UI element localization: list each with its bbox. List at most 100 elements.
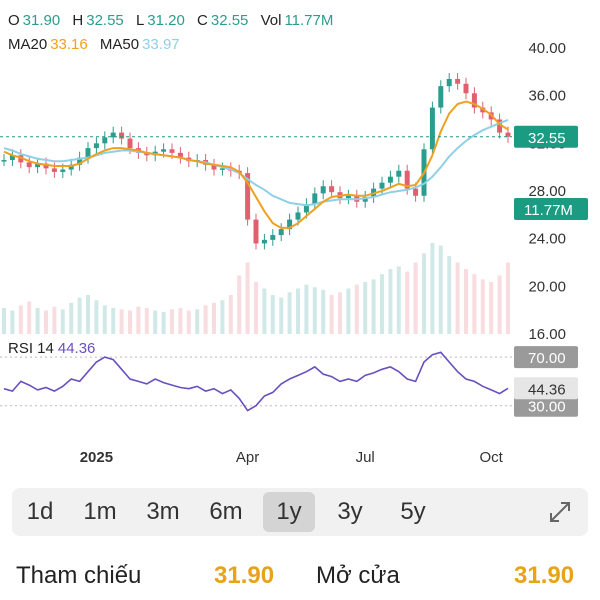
price-axis-tick: 28.00	[528, 183, 566, 200]
candle-body	[295, 212, 301, 220]
rsi-current-label: 44.36	[528, 381, 566, 398]
volume-bar	[153, 310, 158, 334]
volume-bar	[94, 300, 99, 334]
range-1m-button[interactable]: 1m	[83, 498, 117, 525]
candle-body	[404, 170, 410, 189]
range-6m-button[interactable]: 6m	[209, 498, 243, 525]
ma50-line	[3, 118, 509, 207]
volume-bar	[52, 306, 57, 334]
volume-bar	[254, 282, 258, 334]
volume-bar	[60, 309, 65, 334]
candle-body	[211, 164, 217, 170]
candle-body	[320, 186, 326, 194]
range-1d-button[interactable]: 1d	[26, 498, 54, 525]
volume-bar	[363, 282, 368, 334]
rsi-level-label: 70.00	[528, 350, 566, 367]
volume-bar	[77, 297, 82, 334]
volume-bar	[195, 309, 200, 334]
candle-body	[287, 219, 293, 230]
quote-info-row: Tham chiếu 31.90 Mở cửa 31.90	[0, 558, 600, 594]
price-axis-tick: 40.00	[528, 40, 566, 57]
price-axis-tick: 20.00	[528, 278, 566, 295]
candle-body	[261, 239, 267, 244]
volume-value: 11.77M	[284, 12, 334, 29]
candle-body	[77, 157, 83, 165]
price-axis-tick: 36.00	[528, 88, 566, 105]
x-axis-tick: Jul	[356, 449, 375, 466]
volume-bar	[228, 295, 233, 334]
candle-body	[413, 188, 419, 196]
candle-body	[379, 182, 385, 189]
volume-bar	[296, 288, 300, 334]
price-axis-tick: 24.00	[528, 231, 566, 248]
candle-body	[51, 168, 57, 172]
volume-bar	[44, 310, 48, 334]
rsi-label: RSI 14	[8, 340, 54, 357]
candle-body	[505, 132, 511, 137]
range-5y-button[interactable]: 5y	[400, 498, 426, 525]
candle-body	[446, 78, 452, 87]
volume-bar	[128, 310, 132, 334]
candle-body	[253, 219, 259, 244]
volume-bar	[329, 295, 334, 334]
ma50-label: MA50	[99, 36, 140, 53]
candle-body	[177, 152, 183, 158]
candle-body	[345, 195, 351, 199]
expand-icon[interactable]	[546, 498, 574, 526]
candle-body	[429, 107, 435, 150]
candle-body	[127, 138, 133, 149]
volume-bar	[396, 266, 401, 334]
ma20-value: 33.16	[50, 36, 88, 53]
rsi-level-badge	[514, 346, 578, 369]
price-chart[interactable]: 40.0036.0032.0028.0024.0020.0016.0032.55…	[0, 0, 600, 480]
volume-bar	[489, 282, 494, 334]
volume-label: Vol	[260, 12, 282, 29]
volume-bar	[111, 308, 116, 334]
candle-body	[161, 149, 167, 152]
range-1y-button[interactable]: 1y	[263, 492, 315, 532]
open-label: O	[8, 12, 20, 29]
volume-bar	[186, 310, 191, 334]
current-volume-label: 11.77M	[524, 202, 573, 219]
volume-bar	[178, 308, 183, 334]
close-label: C	[197, 12, 208, 29]
ohlc-readout: O 31.90 H 32.55 L 31.20 C 32.55 Vol 11.77M	[8, 12, 341, 29]
volume-bar	[144, 308, 149, 334]
close-value: 32.55	[210, 12, 249, 29]
volume-bar	[304, 284, 309, 334]
candle-body	[312, 193, 318, 205]
volume-bar	[35, 308, 40, 334]
high-label: H	[72, 12, 84, 29]
volume-bar	[321, 289, 326, 334]
rsi-current-badge	[514, 377, 578, 400]
candle-body	[35, 163, 41, 168]
current-price-badge	[514, 125, 578, 148]
price-axis-tick: 16.00	[528, 326, 566, 343]
candle-body	[68, 164, 74, 170]
volume-bar	[405, 271, 410, 334]
volume-bar	[262, 288, 267, 334]
rsi-level-label: 30.00	[528, 399, 566, 416]
candle-body	[26, 162, 32, 168]
candle-body	[303, 204, 309, 213]
volume-bar	[480, 279, 485, 334]
candle-body	[245, 173, 251, 220]
volume-bar	[18, 305, 23, 334]
volume-bar	[119, 309, 124, 334]
candle-body	[329, 186, 335, 193]
open-price-label: Mở cửa	[316, 562, 400, 589]
volume-bar	[354, 284, 359, 334]
range-3m-button[interactable]: 3m	[146, 498, 180, 525]
volume-bar	[203, 305, 208, 334]
open-price-value: 31.90	[514, 562, 575, 589]
current-volume-badge	[514, 198, 588, 220]
volume-bar	[506, 262, 510, 334]
range-3y-button[interactable]: 3y	[337, 498, 363, 525]
volume-bar	[312, 287, 317, 334]
volume-bar	[380, 274, 384, 334]
candle-body	[169, 149, 175, 153]
moving-average-readout: MA20 33.16 MA50 33.97	[8, 36, 188, 53]
volume-bar	[69, 302, 74, 334]
volume-bar	[237, 275, 242, 334]
volume-bar	[170, 309, 174, 334]
